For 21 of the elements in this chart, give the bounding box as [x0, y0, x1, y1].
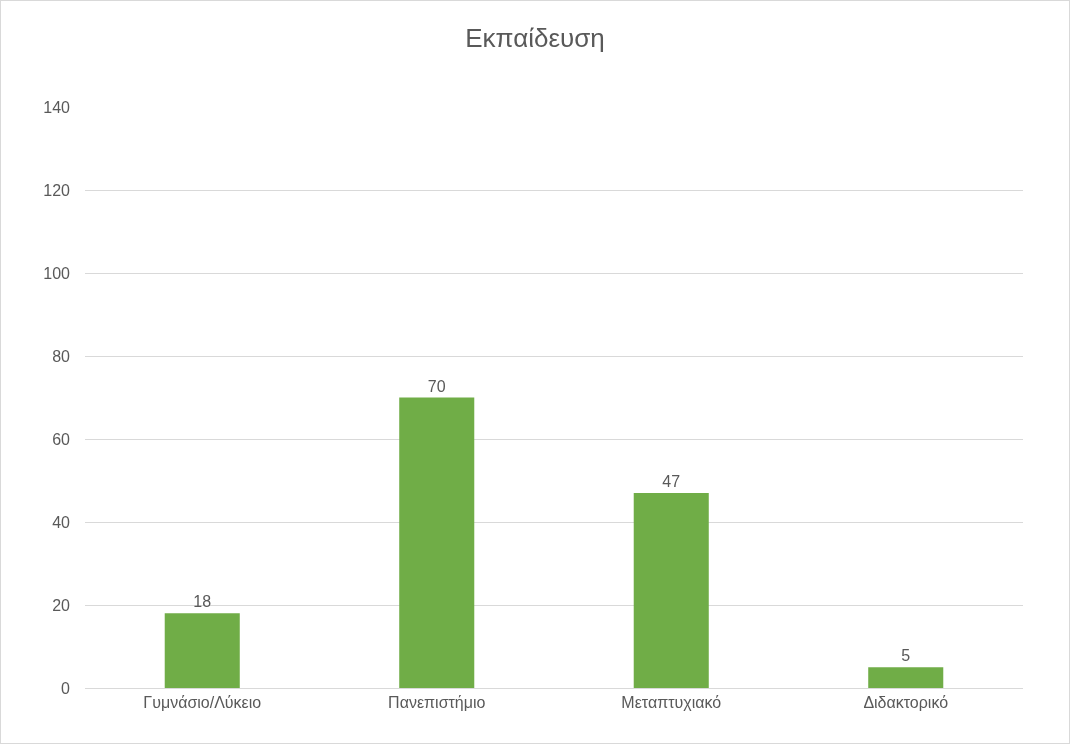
bar — [633, 492, 709, 688]
x-tick-label: Μεταπτυχιακό — [621, 694, 722, 712]
y-tick-label: 0 — [61, 679, 71, 697]
y-tick-label: 120 — [43, 181, 71, 199]
y-tick-label: 140 — [43, 98, 71, 116]
y-tick-label: 100 — [43, 264, 71, 282]
data-label: 5 — [901, 647, 911, 665]
y-tick-label: 80 — [52, 347, 71, 365]
y-tick-label: 60 — [52, 430, 71, 448]
bar — [868, 667, 944, 688]
y-tick-label: 40 — [52, 513, 71, 531]
data-label: 70 — [427, 377, 446, 395]
data-label: 47 — [662, 472, 681, 490]
bar — [164, 613, 240, 688]
x-tick-label: Πανεπιστήμιο — [388, 694, 486, 712]
y-tick-label: 20 — [52, 596, 71, 614]
x-tick-label: Διδακτορικό — [863, 694, 949, 712]
data-label: 18 — [193, 593, 212, 611]
chart-title: Εκπαίδευση — [465, 23, 605, 54]
bar — [399, 397, 475, 688]
x-tick-label: Γυμνάσιο/Λύκειο — [143, 694, 262, 712]
